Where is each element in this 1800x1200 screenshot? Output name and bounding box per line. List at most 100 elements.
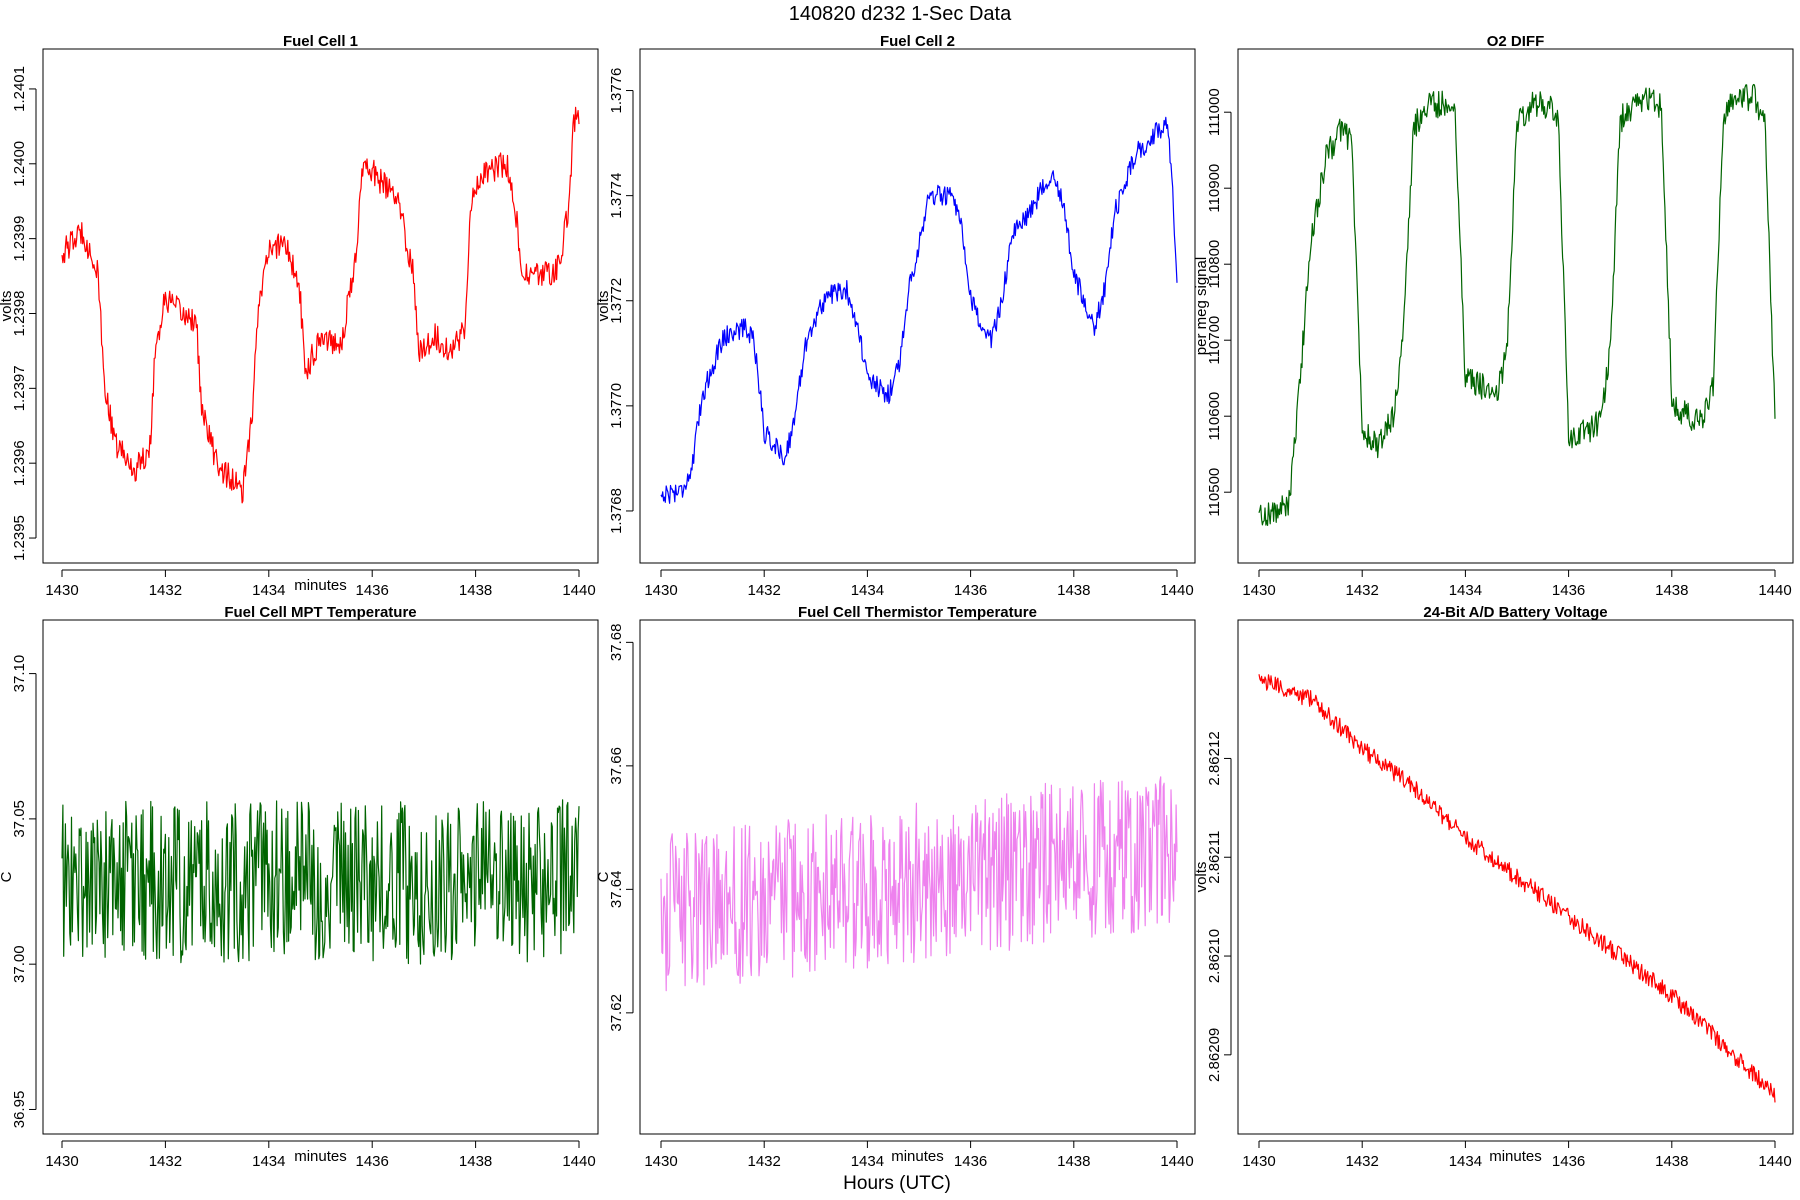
x-tick-label: 1440 <box>1160 1153 1193 1170</box>
series-line <box>660 776 1178 992</box>
x-tick-label: 1432 <box>149 582 182 599</box>
x-tick-label: 1432 <box>1346 1153 1379 1170</box>
plot-frame <box>42 619 599 1135</box>
series-line <box>1258 83 1776 527</box>
y-tick-label: 37.10 <box>11 655 28 693</box>
x-tick-label: 1432 <box>1346 582 1379 599</box>
plot-frame <box>639 48 1196 564</box>
chart-panel-5: Fuel Cell Thermistor Temperature 1430 1432… <box>595 604 1196 1170</box>
x-tick-label: 1438 <box>459 582 492 599</box>
x-tick-label: 1432 <box>149 1153 182 1170</box>
x-tick-label: 1436 <box>356 582 389 599</box>
x-tick-label: 1438 <box>1655 582 1688 599</box>
x-tick-label: 1434 <box>252 582 285 599</box>
x-tick-label: 1438 <box>1655 1153 1688 1170</box>
panels-group: Fuel Cell 1 1430 1432 1434 1436 1438 1440 minut… <box>0 33 1794 1170</box>
y-tick-label: 110600 <box>1206 392 1223 441</box>
x-tick-label: 1430 <box>644 582 677 599</box>
y-tick-label: 1.2396 <box>11 440 28 486</box>
x-tick-label: 1434 <box>1449 582 1482 599</box>
chart-panel-1: Fuel Cell 1 1430 1432 1434 1436 1438 1440 minut… <box>0 33 599 599</box>
plot-frame <box>42 48 599 564</box>
plot-frame <box>1237 619 1794 1135</box>
x-tick-label: 1434 <box>851 582 884 599</box>
y-tick-label: 1.3770 <box>608 383 625 429</box>
x-tick-label: 1438 <box>459 1153 492 1170</box>
x-axis-label: minutes <box>294 1148 347 1165</box>
x-tick-label: 1430 <box>45 582 78 599</box>
y-tick-label: 1.2398 <box>11 291 28 337</box>
y-tick-label: 2.86212 <box>1206 731 1223 785</box>
y-tick-label: 1.2400 <box>11 141 28 187</box>
y-axis-label: volts <box>1193 862 1210 893</box>
x-tick-label: 1440 <box>1758 1153 1791 1170</box>
chart-panel-3: O2 DIFF 1430 1432 1434 1436 1438 1440 110500 110… <box>1193 33 1794 599</box>
x-tick-label: 1438 <box>1057 1153 1090 1170</box>
y-tick-label: 37.62 <box>608 994 625 1032</box>
x-tick-label: 1436 <box>356 1153 389 1170</box>
y-tick-label: 37.68 <box>608 624 625 662</box>
x-tick-label: 1434 <box>851 1153 884 1170</box>
y-tick-label: 111000 <box>1206 88 1223 136</box>
y-tick-label: 1.3768 <box>608 488 625 534</box>
plot-frame <box>1237 48 1794 564</box>
x-tick-label: 1430 <box>1242 1153 1275 1170</box>
x-tick-label: 1432 <box>748 1153 781 1170</box>
x-tick-label: 1440 <box>1160 582 1193 599</box>
x-tick-label: 1436 <box>954 1153 987 1170</box>
series-line <box>660 116 1178 504</box>
y-tick-label: 2.86210 <box>1206 929 1223 983</box>
x-axis-label: minutes <box>891 1148 944 1165</box>
y-tick-label: 2.86209 <box>1206 1028 1223 1082</box>
x-tick-label: 1434 <box>1449 1153 1482 1170</box>
x-tick-label: 1430 <box>1242 582 1275 599</box>
y-tick-label: 110700 <box>1206 316 1223 365</box>
y-tick-label: 37.64 <box>608 871 625 909</box>
x-axis-label: minutes <box>294 577 347 594</box>
x-tick-label: 1436 <box>1552 582 1585 599</box>
series-line <box>61 799 580 965</box>
x-tick-label: 1440 <box>1758 582 1791 599</box>
plot-frame <box>639 619 1196 1135</box>
x-tick-label: 1430 <box>45 1153 78 1170</box>
x-tick-label: 1440 <box>562 1153 595 1170</box>
y-axis-label: C <box>595 871 612 882</box>
x-tick-label: 1436 <box>1552 1153 1585 1170</box>
y-tick-label: 1.2399 <box>11 216 28 262</box>
chart-panel-4: Fuel Cell MPT Temperature 1430 1432 1434 143… <box>0 604 599 1170</box>
y-tick-label: 1.3776 <box>608 68 625 114</box>
panel-title: Fuel Cell 1 <box>283 33 358 50</box>
series-line <box>61 106 580 504</box>
footer-xlabel: Hours (UTC) <box>843 1173 951 1194</box>
y-tick-label: 36.95 <box>11 1091 28 1129</box>
x-tick-label: 1430 <box>644 1153 677 1170</box>
x-axis-label: minutes <box>1489 1148 1542 1165</box>
y-tick-label: 1.3772 <box>608 278 625 324</box>
panel-title: Fuel Cell 2 <box>880 33 955 50</box>
y-axis-label: volts <box>595 291 612 322</box>
panel-title: Fuel Cell MPT Temperature <box>224 604 416 621</box>
y-tick-label: 1.2395 <box>11 515 28 561</box>
figure-title: 140820 d232 1-Sec Data <box>789 3 1012 25</box>
panel-title: 24-Bit A/D Battery Voltage <box>1423 604 1607 621</box>
panel-title: Fuel Cell Thermistor Temperature <box>798 604 1037 621</box>
y-tick-label: 2.86211 <box>1206 831 1223 884</box>
x-tick-label: 1440 <box>562 582 595 599</box>
y-tick-label: 37.66 <box>608 747 625 785</box>
y-tick-label: 37.05 <box>11 800 28 838</box>
y-axis-label: per meg signal <box>1193 257 1210 355</box>
y-tick-label: 37.00 <box>11 945 28 983</box>
y-tick-label: 110800 <box>1206 240 1223 289</box>
x-tick-label: 1438 <box>1057 582 1090 599</box>
x-tick-label: 1436 <box>954 582 987 599</box>
y-tick-label: 1.3774 <box>608 173 625 219</box>
chart-panel-2: Fuel Cell 2 1430 1432 1434 1436 1438 1440 1.376… <box>595 33 1196 599</box>
y-tick-label: 110500 <box>1206 468 1223 517</box>
y-tick-label: 1.2401 <box>11 66 28 112</box>
y-tick-label: 1.2397 <box>11 365 28 411</box>
y-axis-label: volts <box>0 291 15 322</box>
y-axis-label: C <box>0 871 15 882</box>
y-tick-label: 110900 <box>1206 164 1223 213</box>
series-line <box>1258 674 1776 1103</box>
